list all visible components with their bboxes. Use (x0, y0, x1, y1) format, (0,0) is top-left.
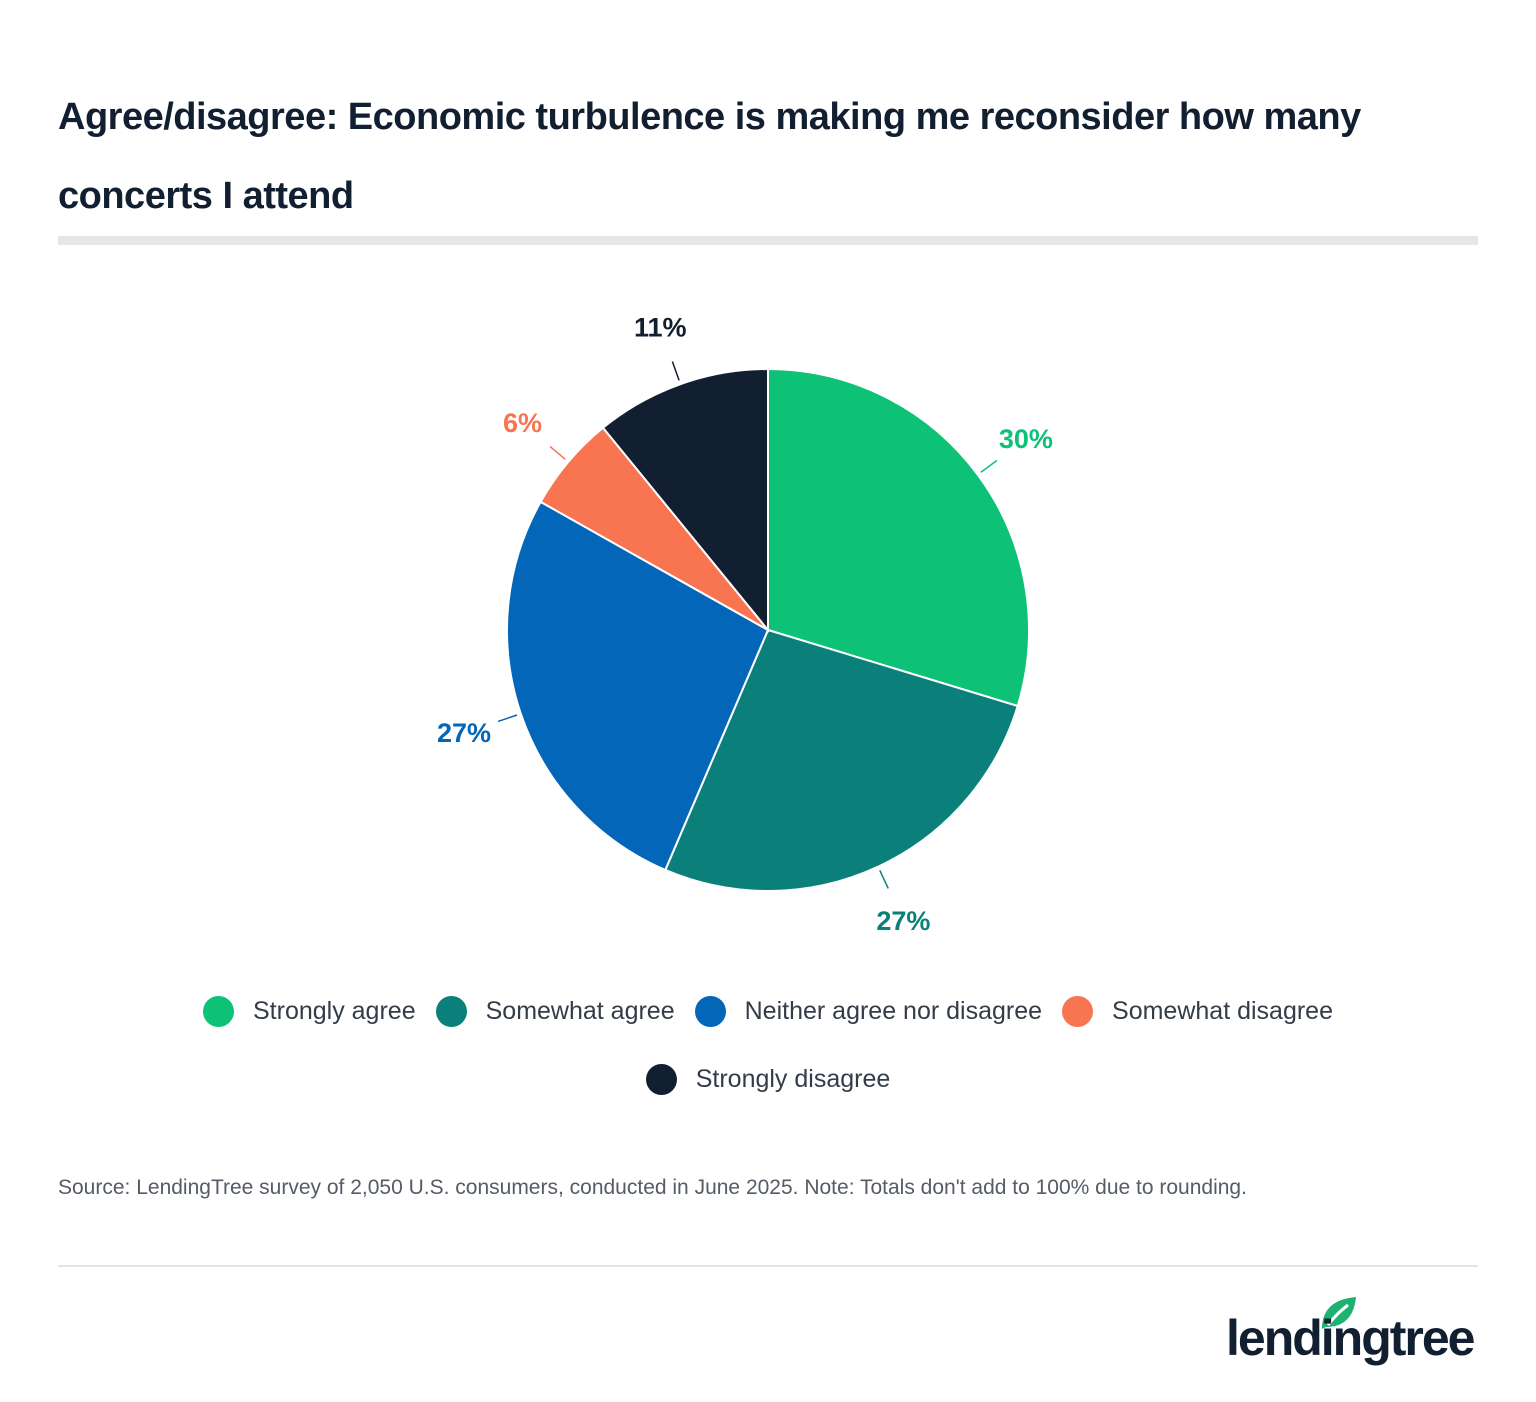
legend: Strongly agree Somewhat agree Neither agre… (140, 995, 1396, 1095)
legend-item-1: Somewhat agree (435, 995, 675, 1027)
leader-line-3 (549, 445, 566, 460)
legend-swatch (435, 995, 467, 1027)
data-label-3: 6% (503, 408, 542, 438)
pie-slice-4 (601, 367, 769, 633)
legend-label: Neither agree nor disagree (744, 996, 1043, 1025)
logo-text: lendingtree (1226, 1310, 1475, 1366)
legend-item-4: Strongly disagree (645, 1063, 891, 1095)
data-label-4: 11% (634, 313, 687, 343)
leader-line-2 (497, 714, 518, 723)
legend-label: Somewhat disagree (1112, 996, 1333, 1025)
leader-line-0 (980, 459, 998, 473)
chart-title: Agree/disagree: Economic turbulence is m… (58, 96, 1361, 217)
legend-item-2: Neither agree nor disagree (694, 995, 1043, 1027)
title-divider (58, 236, 1478, 245)
pie-slice-1 (664, 628, 1019, 892)
legend-swatch (203, 995, 234, 1027)
leader-line-4 (671, 361, 680, 381)
legend-swatch (645, 1063, 677, 1095)
legend-swatch (1062, 995, 1094, 1027)
legend-label: Strongly disagree (695, 1064, 891, 1093)
leaf-icon (1322, 1297, 1356, 1329)
source-note: Source: LendingTree survey of 2,050 U.S.… (58, 1176, 1247, 1199)
pie-chart: 30% 27% 27% 6% 11% (437, 313, 1053, 936)
pie-slice-0 (767, 367, 1030, 708)
legend-item-0: Strongly agree (203, 995, 416, 1027)
legend-label: Strongly agree (253, 996, 416, 1025)
legend-label: Somewhat agree (485, 996, 675, 1025)
footer-divider (58, 1265, 1478, 1267)
data-label-0: 30% (999, 424, 1053, 454)
lendingtree-logo: lendingtree (1226, 1295, 1486, 1375)
data-label-2: 27% (437, 718, 491, 748)
legend-swatch (694, 995, 726, 1027)
data-label-1: 27% (876, 906, 930, 936)
legend-item-3: Somewhat disagree (1062, 995, 1333, 1027)
leader-line-1 (879, 869, 889, 889)
